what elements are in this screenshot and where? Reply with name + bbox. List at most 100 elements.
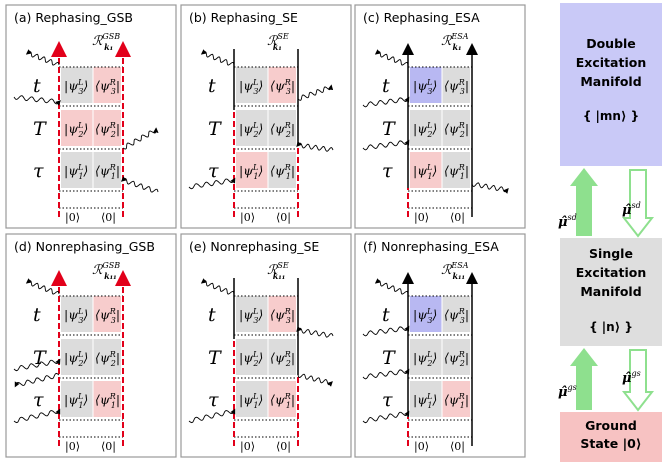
ket-label: |ψL 1⟩ xyxy=(413,392,437,410)
time-label-t: t xyxy=(382,75,390,97)
ket-sup: L xyxy=(77,121,83,130)
bra-sub: 3 xyxy=(111,87,116,96)
arrow-single-to-double-up xyxy=(570,168,598,236)
panel-title: (f) Nonrephasing_ESA xyxy=(363,239,499,254)
bra-close: | xyxy=(116,121,120,136)
bottom-ket-label: |0⟩ xyxy=(65,440,80,454)
ket-sup: L xyxy=(252,350,258,359)
mu-superscript: gs xyxy=(568,383,577,392)
ket-close: ⟩ xyxy=(431,392,437,407)
ket-sup: L xyxy=(77,350,83,359)
response-superscript: ESA xyxy=(450,261,468,270)
mu-gs-up-label: μ̂gs xyxy=(558,383,577,400)
bra-sup: R xyxy=(109,350,116,359)
bra-close: | xyxy=(116,350,120,365)
ground-state-label: State |0⟩ xyxy=(580,436,641,451)
photon-in xyxy=(296,141,334,152)
signal-photon xyxy=(200,49,235,66)
bra-close: | xyxy=(291,307,295,322)
ket-cell xyxy=(236,110,268,146)
ket-close: ⟩ xyxy=(257,307,263,322)
time-label-τ: τ xyxy=(33,389,44,411)
bra-close: | xyxy=(465,163,469,178)
bottom-ket-label: |0⟩ xyxy=(240,211,255,225)
ket-sup: L xyxy=(77,392,83,401)
bra-close: | xyxy=(465,392,469,407)
bra-cell xyxy=(268,67,296,103)
ket-cell xyxy=(236,381,268,417)
photon-in xyxy=(13,408,61,424)
ket-sup: L xyxy=(426,78,432,87)
energy-level-diagram: Double Excitation Manifold { |mn⟩ } Single Ex… xyxy=(558,3,662,462)
time-label-τ: τ xyxy=(382,389,393,411)
bra-close: | xyxy=(465,307,469,322)
ket-label: |ψL 1⟩ xyxy=(239,163,263,181)
ket-label: |ψL 3⟩ xyxy=(413,78,437,96)
ket-sub: 2 xyxy=(77,359,83,368)
bra-label: ⟨ψR 1| xyxy=(444,163,469,181)
double-excitation-label: Excitation xyxy=(576,55,646,70)
bra-label: ⟨ψR 3| xyxy=(270,307,295,325)
bra-sup: R xyxy=(458,307,465,316)
photon-in xyxy=(362,96,410,108)
bra-sup: R xyxy=(109,307,116,316)
bra-sub: 1 xyxy=(111,172,116,181)
ket-close: ⟩ xyxy=(257,350,263,365)
bra-close: | xyxy=(291,121,295,136)
ket-label: |ψL 3⟩ xyxy=(413,307,437,325)
ket-sup: L xyxy=(252,78,258,87)
response-function-label: ℛESA k₁₁ xyxy=(441,261,469,281)
bra-sub: 3 xyxy=(460,87,465,96)
panel-3: (c) Rephasing_ESA ℛESA k₁ |ψL 3⟩ ⟨ψR 3| t |ψL 2⟩ ⟨… xyxy=(354,4,526,229)
bra-sub: 3 xyxy=(111,316,116,325)
bra-sup: R xyxy=(458,163,465,172)
bra-cell xyxy=(268,381,296,417)
response-superscript: ESA xyxy=(450,32,468,41)
bottom-ket-label: |0⟩ xyxy=(240,440,255,454)
ket-close: ⟩ xyxy=(257,163,263,178)
bra-sup: R xyxy=(109,163,116,172)
arrow-ground-to-single-up xyxy=(570,348,598,410)
bra-sub: 1 xyxy=(111,401,116,410)
response-function-label: ℛSE k₁₁ xyxy=(267,261,289,281)
bra-label: ⟨ψR 3| xyxy=(95,307,120,325)
ket-sub: 1 xyxy=(427,401,432,410)
bra-cell xyxy=(442,296,470,332)
bra-cell xyxy=(268,339,296,375)
ket-sub: 2 xyxy=(252,359,258,368)
photon-in xyxy=(13,95,61,106)
ket-sub: 1 xyxy=(427,172,432,181)
bra-close: | xyxy=(291,78,295,93)
bottom-ket-label: |0⟩ xyxy=(65,211,80,225)
ket-sub: 1 xyxy=(78,172,83,181)
signal-photon xyxy=(374,49,409,66)
bra-label: ⟨ψR 3| xyxy=(444,78,469,96)
panel-title: (c) Rephasing_ESA xyxy=(363,10,480,25)
ket-close: ⟩ xyxy=(82,392,88,407)
response-function-label: ℛSE k₁ xyxy=(267,32,289,52)
bottom-bra-label: ⟨0| xyxy=(101,440,116,454)
photon-in xyxy=(362,410,410,424)
bra-sub: 2 xyxy=(110,359,116,368)
ket-sub: 2 xyxy=(252,130,258,139)
time-label-t: t xyxy=(208,304,216,326)
ket-close: ⟩ xyxy=(431,350,437,365)
bra-cell xyxy=(268,110,296,146)
ket-label: |ψL 2⟩ xyxy=(413,121,437,139)
ket-cell xyxy=(410,110,442,146)
bra-close: | xyxy=(465,350,469,365)
response-symbol: ℛ xyxy=(92,34,104,49)
mu-gs-down-label: μ̂gs xyxy=(622,369,641,386)
ket-close: ⟩ xyxy=(82,78,88,93)
bottom-ket-label: |0⟩ xyxy=(414,211,429,225)
bra-label: ⟨ψR 1| xyxy=(270,163,295,181)
bra-label: ⟨ψR 2| xyxy=(270,121,295,139)
ket-sub: 1 xyxy=(253,172,258,181)
response-symbol: ℛ xyxy=(441,263,453,278)
time-label-T: T xyxy=(208,118,222,140)
response-superscript: GSB xyxy=(102,32,120,41)
bra-label: ⟨ψR 1| xyxy=(444,392,469,410)
ket-cell xyxy=(61,152,93,188)
panel-2: (b) Rephasing_SE ℛSE k₁ |ψL 3⟩ ⟨ψR 3| t |ψL 2⟩ ⟨ψR… xyxy=(180,4,352,229)
